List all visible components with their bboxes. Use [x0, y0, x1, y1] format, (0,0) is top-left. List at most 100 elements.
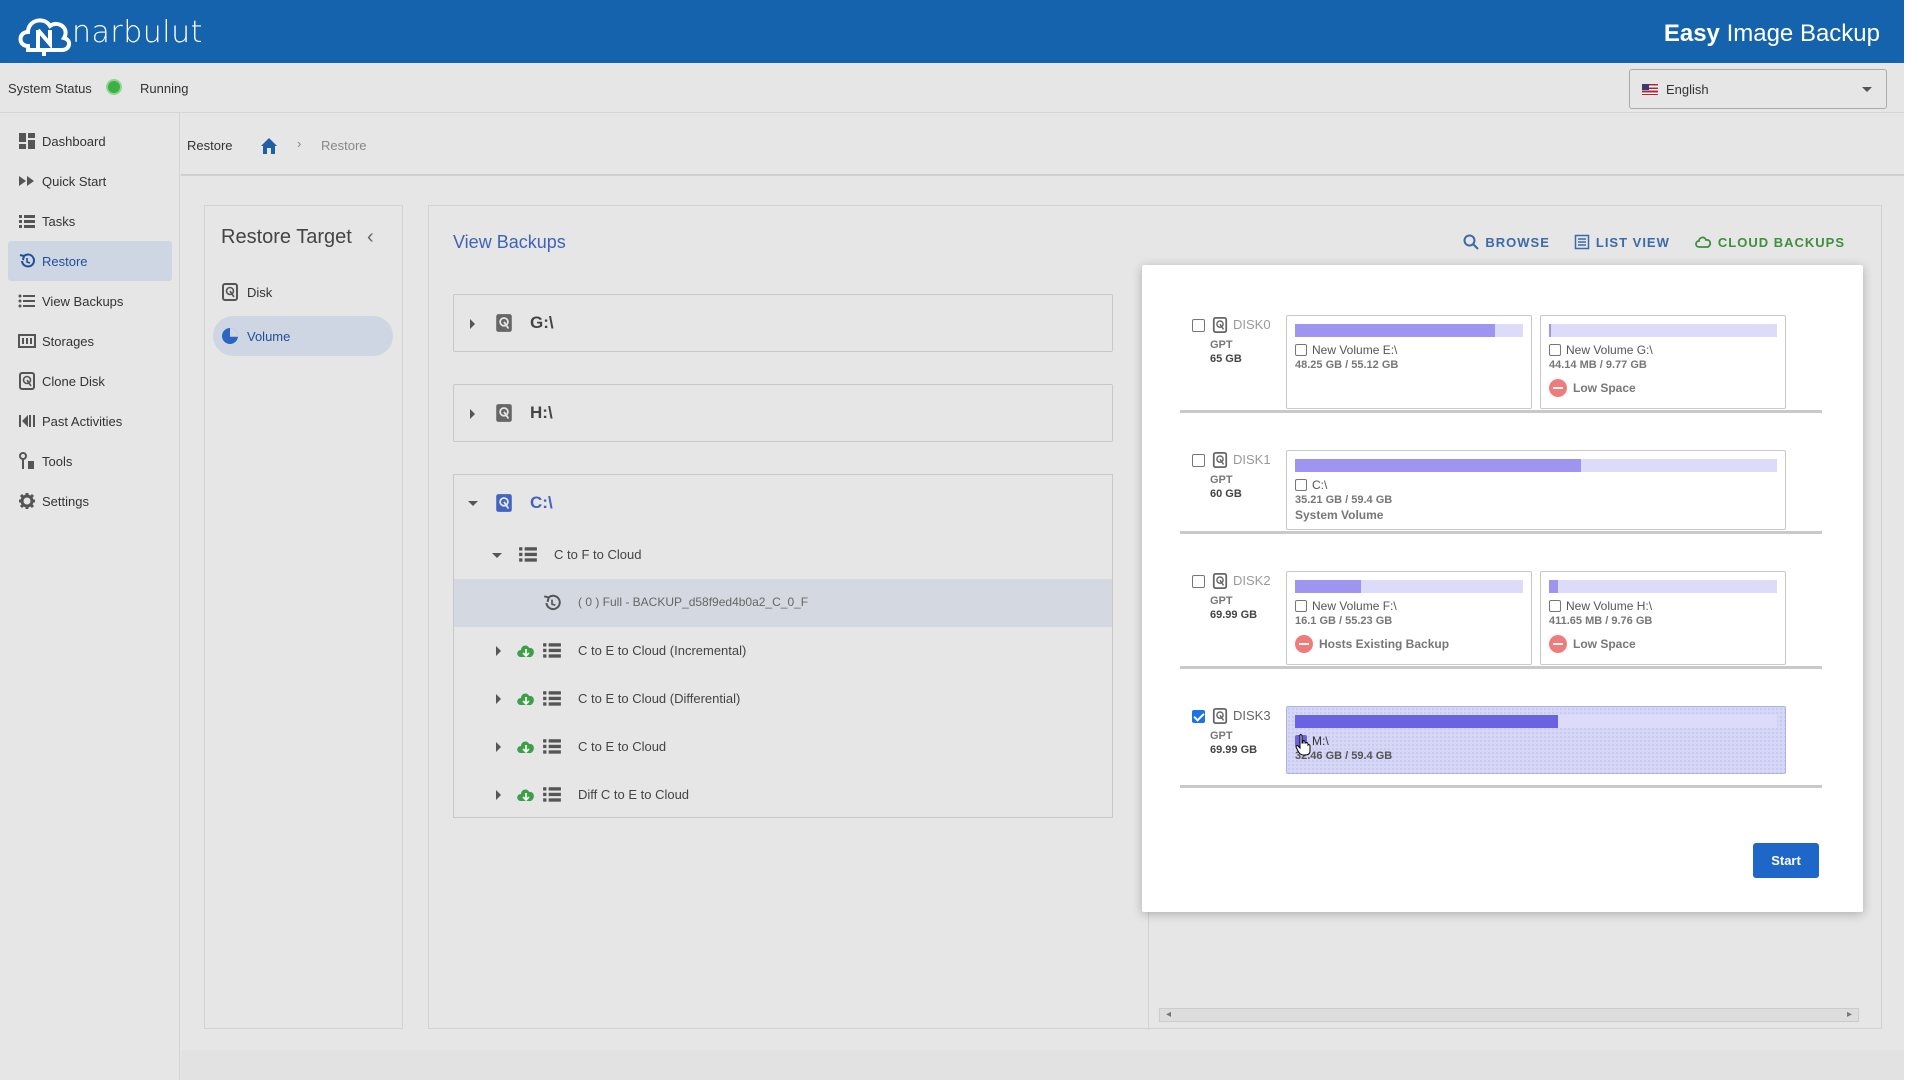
- scroll-left-icon[interactable]: ◂: [1166, 1009, 1172, 1020]
- partition-card[interactable]: C:\ 35.21 GB / 59.4 GB System Volume: [1286, 450, 1786, 530]
- list-bullets-icon: [18, 292, 36, 310]
- partition-usage: 411.65 MB / 9.76 GB: [1549, 615, 1653, 627]
- disk-icon: [1212, 452, 1228, 468]
- home-icon[interactable]: [259, 136, 279, 156]
- rewind-icon: [18, 412, 36, 430]
- partition-name: New Volume E:\: [1312, 343, 1398, 357]
- volume-c-header[interactable]: C:\: [454, 475, 1112, 531]
- sidebar-item-tasks[interactable]: Tasks: [8, 201, 172, 241]
- caret-right-icon[interactable]: [470, 319, 475, 329]
- disk-checkbox[interactable]: [1192, 454, 1205, 467]
- chevron-left-icon[interactable]: ‹: [367, 226, 374, 248]
- warning-icon: [1549, 379, 1567, 397]
- sidebar-item-label: Quick Start: [42, 173, 107, 189]
- caret-right-icon[interactable]: [496, 790, 501, 800]
- partition-name: M:\: [1312, 734, 1329, 748]
- tree-task-row[interactable]: C to E to Cloud (Differential): [454, 675, 1112, 723]
- cloud-backups-button[interactable]: CLOUD BACKUPS: [1694, 234, 1845, 250]
- partition-checkbox[interactable]: [1295, 344, 1307, 356]
- usage-bar: [1295, 459, 1777, 472]
- scroll-right-icon[interactable]: ▸: [1846, 1009, 1852, 1020]
- tree-task-row[interactable]: C to F to Cloud: [454, 531, 1112, 579]
- caret-right-icon[interactable]: [496, 694, 501, 704]
- usage-bar: [1549, 324, 1777, 337]
- window-edge: [1904, 0, 1920, 1080]
- tree-task-row[interactable]: C to E to Cloud: [454, 723, 1112, 771]
- caret-right-icon[interactable]: [470, 409, 475, 419]
- cloud-download-icon: [517, 789, 534, 802]
- tree-backup-row[interactable]: ( 0 ) Full - BACKUP_d58f9ed4b0a2_C_0_F: [454, 579, 1112, 627]
- restore-target-volume[interactable]: Volume: [213, 316, 393, 356]
- caret-down-icon[interactable]: [492, 553, 502, 558]
- disk-icon: [1212, 573, 1228, 589]
- disk-row-disk1: DISK1 GPT 60 GB C:\ 35.21 GB / 59.4 GB S…: [1180, 436, 1822, 534]
- partition-checkbox[interactable]: [1295, 479, 1307, 491]
- caret-down-icon[interactable]: [468, 501, 478, 506]
- usage-bar-fill: [1549, 324, 1552, 337]
- restore-icon: [18, 252, 36, 270]
- fast-forward-icon: [18, 172, 36, 190]
- disk-row-disk2: DISK2 GPT 69.99 GB New Volume F:\ 16.1 G…: [1180, 557, 1822, 669]
- disk-name: DISK0: [1233, 317, 1271, 332]
- horizontal-scrollbar[interactable]: ◂ ▸: [1159, 1008, 1859, 1022]
- system-status-label: System Status: [8, 81, 92, 96]
- partition-card[interactable]: New Volume G:\ 44.14 MB / 9.77 GB Low Sp…: [1540, 315, 1786, 409]
- sidebar-item-quick-start[interactable]: Quick Start: [8, 161, 172, 201]
- disk-icon: [1212, 317, 1228, 333]
- caret-right-icon[interactable]: [496, 742, 501, 752]
- brand-name: narbulut: [72, 14, 203, 50]
- partition-checkbox[interactable]: [1549, 600, 1561, 612]
- disk-checkbox[interactable]: [1192, 575, 1205, 588]
- partition-checkbox[interactable]: [1295, 600, 1307, 612]
- partition-usage: 44.14 MB / 9.77 GB: [1549, 359, 1647, 371]
- disk-icon: [496, 494, 512, 512]
- partition-card[interactable]: New Volume E:\ 48.25 GB / 55.12 GB: [1286, 315, 1532, 409]
- sidebar-item-tools[interactable]: Tools: [8, 441, 172, 481]
- restore-target-disk[interactable]: Disk: [213, 272, 393, 312]
- sidebar-item-dashboard[interactable]: Dashboard: [8, 121, 172, 161]
- tree-task-label: C to E to Cloud: [578, 739, 667, 754]
- tree-task-label: Diff C to E to Cloud: [578, 787, 690, 802]
- volume-row-h[interactable]: H:\: [453, 384, 1113, 442]
- browse-button[interactable]: BROWSE: [1463, 234, 1550, 250]
- breadcrumb-current: Restore: [321, 138, 367, 153]
- partition-card-selected[interactable]: M:\ 32.46 GB / 59.4 GB: [1286, 706, 1786, 774]
- disk-size: 65 GB: [1210, 353, 1242, 365]
- partition-card[interactable]: New Volume H:\ 411.65 MB / 9.76 GB Low S…: [1540, 571, 1786, 665]
- partition-warning: Low Space: [1573, 381, 1636, 395]
- disk-checkbox[interactable]: [1192, 319, 1205, 332]
- disk-checkbox[interactable]: [1192, 710, 1205, 723]
- gear-icon: [18, 492, 36, 510]
- list-view-button[interactable]: LIST VIEW: [1574, 234, 1670, 250]
- breadcrumb-separator: ›: [297, 136, 302, 151]
- tree-task-row[interactable]: Diff C to E to Cloud: [454, 771, 1112, 819]
- tree-task-row[interactable]: C to E to Cloud (Incremental): [454, 627, 1112, 675]
- sidebar-item-storages[interactable]: Storages: [8, 321, 172, 361]
- sidebar-item-past-activities[interactable]: Past Activities: [8, 401, 172, 441]
- narbulut-logo[interactable]: narbulut: [14, 8, 203, 60]
- tree-backup-label: ( 0 ) Full - BACKUP_d58f9ed4b0a2_C_0_F: [578, 595, 809, 609]
- sidebar-item-settings[interactable]: Settings: [8, 481, 172, 521]
- disk-icon: [496, 404, 512, 422]
- view-backups-actions: BROWSE LIST VIEW CLOUD BACKUPS: [1463, 234, 1845, 250]
- partition-name: C:\: [1312, 478, 1328, 492]
- language-select[interactable]: English: [1629, 69, 1887, 109]
- start-button[interactable]: Start: [1753, 843, 1819, 878]
- sidebar-item-restore[interactable]: Restore: [8, 241, 172, 281]
- volume-row-c: C:\ C to F to Cloud ( 0 ) Full - BACKUP_…: [453, 474, 1113, 818]
- sidebar-item-label: Tools: [42, 453, 73, 469]
- partition-card[interactable]: New Volume F:\ 16.1 GB / 55.23 GB Hosts …: [1286, 571, 1532, 665]
- volume-row-g[interactable]: G:\: [453, 294, 1113, 352]
- footer-band: [181, 1050, 1904, 1080]
- partition-usage: 35.21 GB / 59.4 GB: [1295, 494, 1393, 506]
- sidebar-item-view-backups[interactable]: View Backups: [8, 281, 172, 321]
- caret-right-icon[interactable]: [496, 646, 501, 656]
- list-icon: [543, 643, 561, 658]
- sidebar-item-label: Settings: [42, 493, 89, 509]
- partition-checkbox[interactable]: [1549, 344, 1561, 356]
- usage-bar: [1295, 324, 1523, 337]
- sidebar-item-label: View Backups: [42, 293, 124, 309]
- tree-task-label: C to E to Cloud (Incremental): [578, 643, 747, 658]
- usage-bar: [1549, 580, 1777, 593]
- sidebar-item-clone-disk[interactable]: Clone Disk: [8, 361, 172, 401]
